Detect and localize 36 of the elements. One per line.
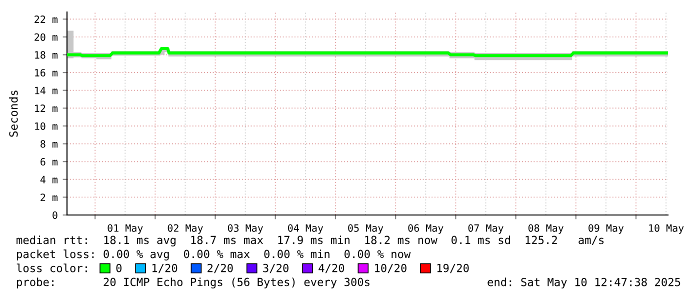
y-axis-title: Seconds [8,90,18,137]
x-tick-label: 05 May [348,224,384,234]
text: packet loss: 0.00 % avg 0.00 % max 0.00 % min 0.00 % now [17,250,411,260]
x-tick-label: 06 May [408,224,444,234]
legend-label: 3/20 [263,264,288,274]
x-tick-label: 03 May [228,224,264,234]
legend-label: 0 [116,264,122,272]
legend-label: 1/20 [152,264,178,274]
y-tick-label: 22 m [34,16,58,23]
text: median rtt: 18.1 ms avg 18.7 ms max 17.9 ms min 18.2 ms now 0.1 ms sd 125.2 am/s [16,236,604,246]
x-tick-label: 02 May [168,224,203,234]
x-tick-label: 04 May [288,224,324,234]
legend-label: 10/20 [375,264,406,274]
y-tick-label: 6 m [40,158,58,166]
x-tick-label: 10 May [649,224,684,234]
x-tick-label: 09 May [588,224,624,234]
y-tick-label: 2 m [40,194,58,202]
y-tick-label: 12 m [35,104,58,112]
y-tick-label: 4 m [40,176,58,184]
y-tick-label: 14 m [35,86,58,94]
y-tick-label: 8 m [40,140,58,148]
text: probe: 20 ICMP Echo Pings (56 Bytes) every 300s [17,278,370,288]
legend-title: loss color: [16,264,87,272]
legend-label: 2/20 [208,264,233,274]
x-tick-label: 01 May [108,224,143,234]
legend-label: 19/20 [437,264,469,274]
x-tick-label: 08 May [528,224,564,234]
x-tick-label: 07 May [468,224,504,234]
y-tick-label: 0 [52,211,58,219]
y-tick-label: 20 m [34,33,58,41]
text: end: Sat May 10 12:47:38 2025 [488,278,680,288]
y-tick-label: 18 m [35,51,58,59]
line-series [67,46,668,58]
legend-label: 4/20 [318,264,344,274]
y-tick-label: 10 m [35,122,58,130]
y-tick-label: 16 m [35,68,58,77]
